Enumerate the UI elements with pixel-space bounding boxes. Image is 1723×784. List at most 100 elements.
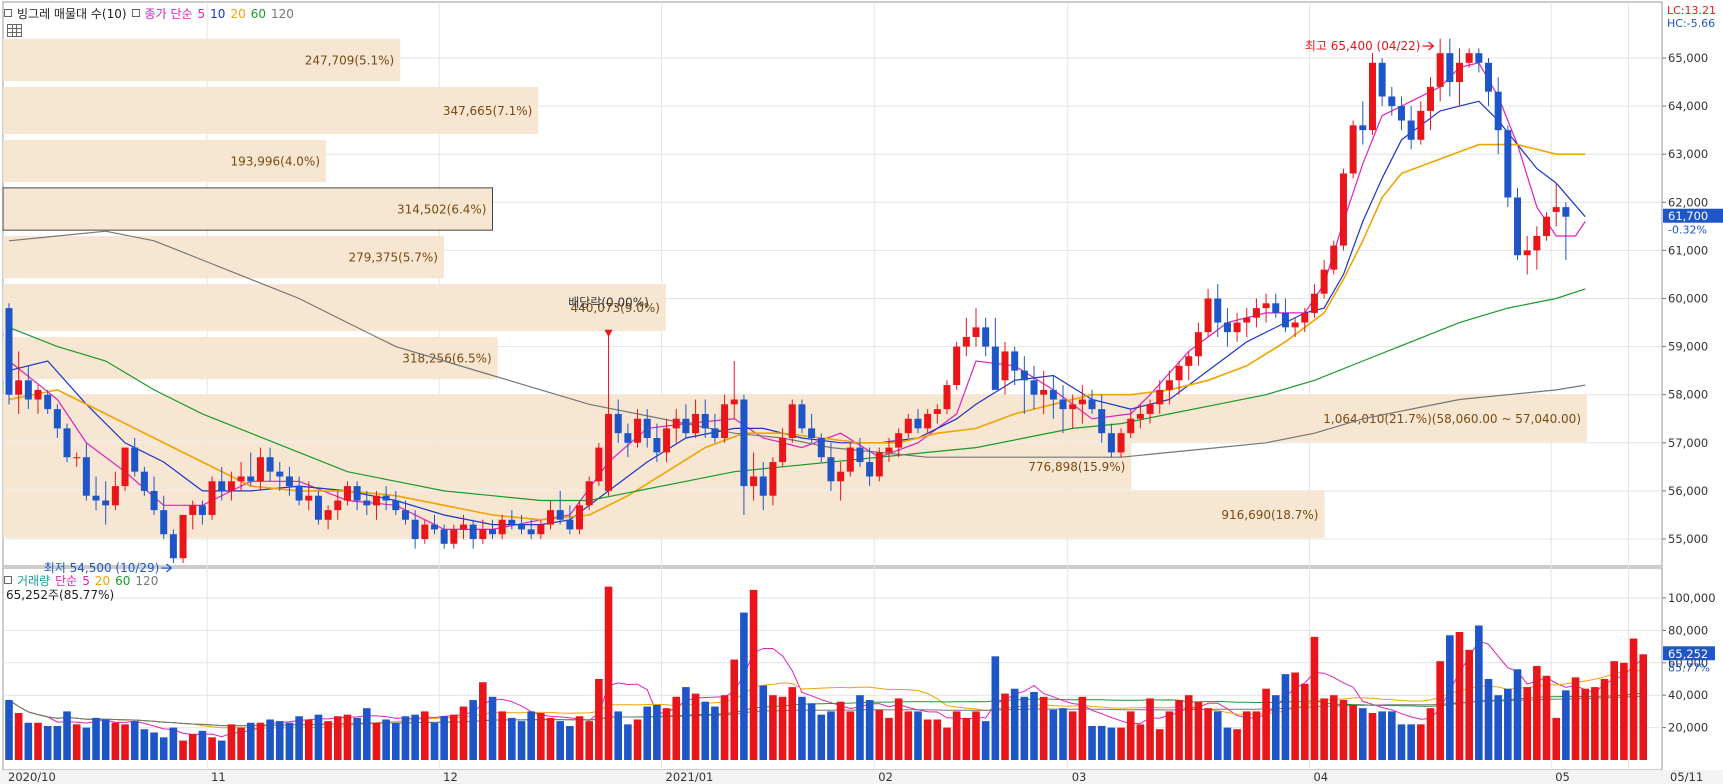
candle-body: [324, 510, 332, 520]
volume-bar: [1475, 625, 1483, 760]
candle-body: [160, 510, 168, 535]
volume-profile-label: 1,064,010(21.7%)(58,060.00 ~ 57,040.00): [1323, 412, 1581, 426]
volume-bar: [653, 704, 661, 760]
legend-toggle-icon[interactable]: [131, 9, 140, 17]
volume-bar: [614, 711, 623, 760]
volume-bar: [1097, 725, 1106, 760]
volume-bar: [566, 725, 574, 760]
candle-body: [1156, 389, 1164, 405]
volume-bar: [1436, 661, 1444, 760]
candle-body: [924, 413, 932, 429]
volume-bar: [1552, 717, 1560, 760]
lc-readout: LC:13.21: [1667, 4, 1717, 17]
volume-bar: [1426, 708, 1435, 760]
volume-bar: [1165, 711, 1174, 760]
candle-body: [1446, 53, 1454, 83]
volume-bar: [411, 714, 419, 760]
volume-bar: [198, 730, 207, 760]
volume-bar: [1020, 696, 1029, 760]
current-volume-label: 65,252: [1668, 647, 1708, 661]
volume-bar: [1484, 679, 1493, 760]
candle-body: [711, 428, 719, 438]
volume-tick-label: 40,000: [1668, 688, 1708, 702]
volume-bar: [1252, 711, 1261, 760]
candle-body: [1310, 293, 1318, 313]
volume-bar: [1581, 688, 1590, 760]
candle-body: [247, 476, 255, 482]
volume-profile-label: 440,073(9.0%): [571, 301, 660, 315]
legend-ma60: 60: [250, 7, 267, 21]
candle-body: [1098, 409, 1106, 434]
volume-bar: [1300, 683, 1309, 760]
candle-body: [701, 413, 709, 429]
candle-body: [1320, 269, 1328, 294]
candle-body: [1339, 173, 1347, 246]
current-price-label: 61,700: [1668, 209, 1708, 223]
volume-bar: [1523, 687, 1531, 760]
volume-bar: [894, 698, 903, 760]
candle-body: [933, 409, 941, 414]
candle-body: [237, 476, 245, 482]
price-tick-label: 65,000: [1668, 51, 1708, 65]
volume-bar: [24, 722, 33, 760]
ma-line-120: [8, 230, 1586, 458]
candle-body: [1262, 303, 1270, 309]
volume-bar: [585, 721, 593, 760]
vlegend-ma120: 120: [135, 574, 159, 588]
volume-bar: [1310, 636, 1319, 760]
candle-body: [343, 486, 351, 501]
date-tick-label: 02: [878, 770, 893, 784]
volume-profile-label: 776,898(15.9%): [1028, 460, 1125, 474]
candle-body: [198, 505, 206, 515]
candle-body: [566, 519, 574, 530]
volume-bar: [1571, 677, 1580, 760]
volume-bar: [469, 700, 477, 760]
volume-bar: [1242, 711, 1251, 760]
volume-bar: [92, 717, 100, 760]
date-tick-label: 11: [211, 770, 226, 784]
candle-body: [1494, 91, 1502, 131]
volume-bar: [556, 721, 564, 760]
legend-toggle-icon[interactable]: [4, 9, 12, 17]
volume-bar: [1320, 698, 1328, 760]
candle-body: [953, 346, 961, 386]
volume-bar: [923, 719, 932, 760]
volume-bars: [5, 586, 1648, 760]
volume-bar: [1001, 693, 1009, 760]
volume-bar: [1455, 632, 1464, 760]
volume-profile-bar: [2, 187, 494, 231]
volume-bar: [479, 682, 487, 760]
candle-body: [1001, 351, 1009, 381]
candle-body: [469, 524, 477, 539]
candle-body: [208, 481, 216, 515]
volume-bar: [1600, 679, 1609, 760]
volume-profile-bar: [3, 336, 498, 380]
legend-ma10: 10: [210, 7, 226, 21]
candle-body: [788, 404, 796, 438]
candle-body: [1117, 433, 1125, 453]
candle-body: [140, 471, 148, 491]
volume-bar: [865, 700, 874, 760]
volume-bar: [1591, 687, 1599, 760]
volume-bar: [817, 714, 826, 760]
price-tick-label: 63,000: [1668, 147, 1708, 161]
volume-profile-label: 916,690(18.7%): [1221, 508, 1318, 522]
candle-body: [1533, 235, 1541, 251]
volume-bar: [295, 716, 303, 760]
date-tick-label: 04: [1313, 770, 1328, 784]
volume-bar: [778, 696, 787, 760]
volume-bar: [275, 721, 284, 760]
candle-body: [817, 437, 825, 458]
dividend-marker-icon: [604, 329, 613, 337]
candle-body: [63, 428, 71, 458]
candle-body: [430, 524, 438, 530]
table-grid-icon[interactable]: [7, 24, 22, 37]
volume-bar: [1088, 725, 1096, 760]
candle-body: [1020, 370, 1028, 381]
volume-bar: [285, 722, 294, 760]
volume-bar: [1271, 695, 1280, 760]
volume-profile-label: 318,256(6.5%): [402, 352, 491, 366]
legend-toggle-icon[interactable]: [4, 576, 12, 584]
volume-bar: [1533, 666, 1541, 760]
